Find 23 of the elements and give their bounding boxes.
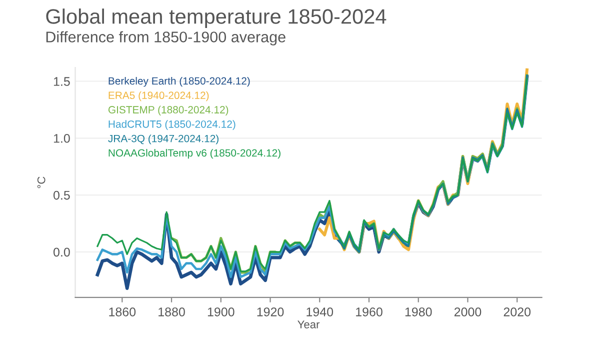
y-tick-label: 0.5 xyxy=(54,190,70,200)
y-tick-label: 0.0 xyxy=(54,248,70,257)
text: GISTEMP (1880-2024.12) xyxy=(108,106,228,116)
y-tick-label: 1.5 xyxy=(54,77,70,86)
y-tick-label: 1.0 xyxy=(54,134,70,143)
chart-title: Global mean temperature 1850-2024 xyxy=(46,8,386,28)
x-tick-label: 1940 xyxy=(306,307,334,316)
x-axis-title: Year xyxy=(298,320,320,328)
x-tick-label: 1900 xyxy=(208,307,234,316)
text: ERA5 (1940-2024.12) xyxy=(108,91,209,102)
text: JRA-3Q (1947-2024.12) xyxy=(108,134,218,144)
chart-subtitle: Difference from 1850-1900 average xyxy=(46,31,286,46)
x-tick-label: 1920 xyxy=(257,307,284,316)
x-tick-label: 1880 xyxy=(158,307,185,316)
text: Berkeley Earth (1850-2024.12) xyxy=(108,76,250,87)
y-axis-title: °C xyxy=(37,176,46,188)
x-tick-label: 1860 xyxy=(109,307,136,316)
x-tick-label: 1980 xyxy=(405,307,432,316)
text: NOAAGlobalTemp v6 (1850-2024.12) xyxy=(108,148,280,159)
x-tick-label: 2020 xyxy=(504,307,531,316)
x-tick-label: 2000 xyxy=(454,307,482,316)
text: HadCRUT5 (1850-2024.12) xyxy=(108,120,236,130)
x-tick-label: 1960 xyxy=(356,307,382,316)
